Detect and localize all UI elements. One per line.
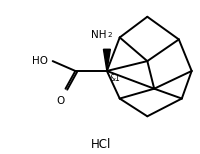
Text: HO: HO bbox=[32, 56, 48, 66]
Text: HCl: HCl bbox=[90, 138, 111, 151]
Text: $_2$: $_2$ bbox=[106, 30, 112, 41]
Text: &1: &1 bbox=[109, 74, 120, 83]
Text: NH: NH bbox=[91, 30, 106, 41]
Text: O: O bbox=[56, 96, 64, 106]
Polygon shape bbox=[103, 49, 110, 71]
